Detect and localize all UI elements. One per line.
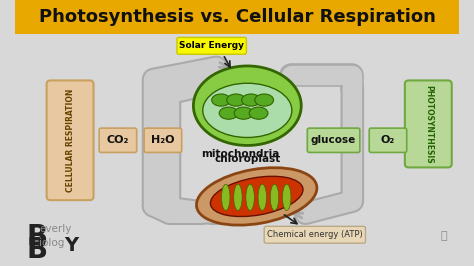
Ellipse shape bbox=[203, 83, 292, 138]
Text: CO₂: CO₂ bbox=[107, 135, 129, 145]
Ellipse shape bbox=[246, 184, 255, 210]
Ellipse shape bbox=[197, 168, 317, 225]
Ellipse shape bbox=[283, 184, 291, 210]
Ellipse shape bbox=[227, 94, 246, 106]
Text: glucose: glucose bbox=[311, 135, 356, 145]
Text: CELLULAR RESPIRATION: CELLULAR RESPIRATION bbox=[65, 89, 74, 192]
Text: Solar Energy: Solar Energy bbox=[179, 41, 244, 50]
Text: B: B bbox=[26, 223, 47, 251]
Ellipse shape bbox=[255, 94, 273, 106]
Text: 🔈: 🔈 bbox=[441, 231, 447, 241]
Text: chloroplast: chloroplast bbox=[214, 154, 281, 164]
Text: Y: Y bbox=[64, 236, 79, 255]
FancyBboxPatch shape bbox=[405, 80, 452, 167]
Text: mitochondria: mitochondria bbox=[201, 149, 279, 159]
FancyBboxPatch shape bbox=[307, 128, 360, 152]
Ellipse shape bbox=[212, 94, 230, 106]
FancyBboxPatch shape bbox=[144, 128, 182, 152]
FancyBboxPatch shape bbox=[99, 128, 137, 152]
FancyBboxPatch shape bbox=[177, 38, 246, 54]
Ellipse shape bbox=[219, 107, 238, 119]
Ellipse shape bbox=[258, 184, 266, 210]
Ellipse shape bbox=[193, 66, 301, 146]
Ellipse shape bbox=[221, 184, 230, 210]
Text: everly: everly bbox=[39, 225, 72, 234]
FancyBboxPatch shape bbox=[46, 80, 93, 200]
FancyBboxPatch shape bbox=[264, 226, 365, 243]
Text: PHOTOSYNTHESIS: PHOTOSYNTHESIS bbox=[424, 85, 433, 163]
Text: iolog: iolog bbox=[39, 238, 64, 248]
Ellipse shape bbox=[234, 107, 253, 119]
Text: H₂O: H₂O bbox=[151, 135, 175, 145]
Text: Chemical energy (ATP): Chemical energy (ATP) bbox=[267, 230, 363, 239]
Ellipse shape bbox=[210, 176, 303, 217]
Ellipse shape bbox=[234, 184, 242, 210]
FancyBboxPatch shape bbox=[15, 0, 459, 34]
Ellipse shape bbox=[249, 107, 268, 119]
Text: B: B bbox=[26, 236, 47, 264]
FancyBboxPatch shape bbox=[369, 128, 407, 152]
Ellipse shape bbox=[270, 184, 279, 210]
Text: O₂: O₂ bbox=[381, 135, 395, 145]
Ellipse shape bbox=[242, 94, 260, 106]
Text: Photosynthesis vs. Cellular Respiration: Photosynthesis vs. Cellular Respiration bbox=[38, 8, 436, 26]
